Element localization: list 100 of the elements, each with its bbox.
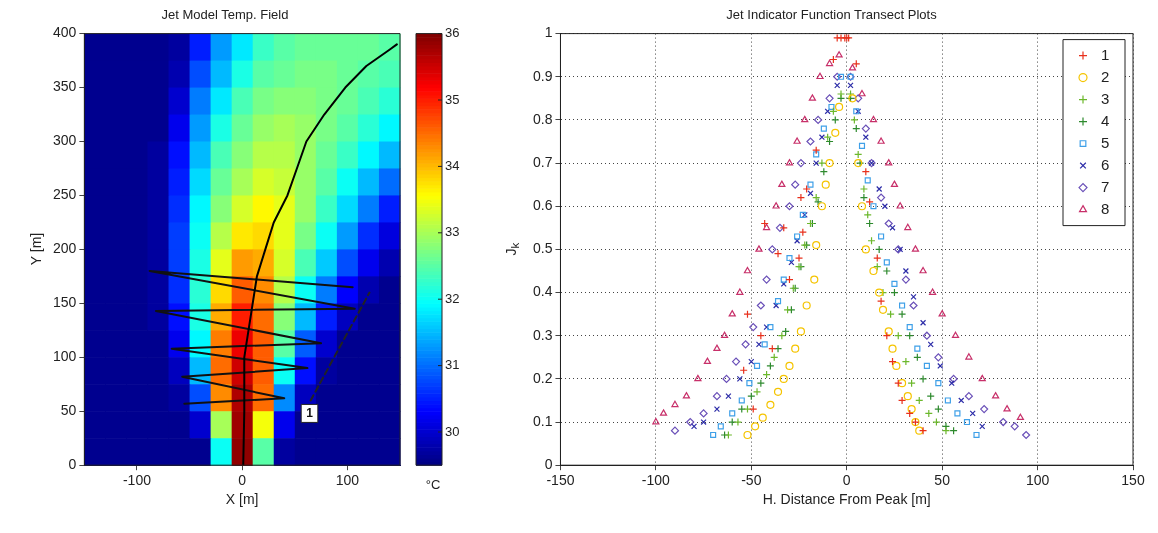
point [869,266,878,276]
point [965,353,973,360]
point [884,219,893,228]
point [883,259,890,266]
point [659,409,668,416]
point [808,94,817,101]
point [949,374,958,383]
point [884,327,893,336]
point [766,361,775,371]
point [938,310,946,317]
point [882,266,891,276]
point [796,193,806,202]
point [743,310,752,319]
point [700,418,707,426]
point [786,254,793,262]
point [918,426,928,435]
chart-title: Jet Indicator Function Transect Plots [726,7,938,23]
point [899,302,906,309]
color-bar-label: 31 [445,357,460,373]
point [892,361,901,371]
point [825,59,834,67]
point [737,404,746,414]
point [749,322,758,332]
y-tick-label: 0.3 [532,326,553,343]
point [806,137,815,146]
point [717,423,724,430]
point [914,345,921,352]
point [738,397,745,404]
point [1022,430,1031,440]
point [758,413,767,422]
y-tick-label: 400 [53,24,77,41]
point [834,82,841,89]
point [791,344,800,353]
point [1010,422,1019,431]
y-tick-label: 0.7 [532,153,553,170]
point [746,380,753,387]
point [766,400,775,409]
point [801,115,809,123]
point [794,253,804,263]
point [915,426,924,435]
point [796,327,806,336]
point [818,134,825,141]
point [890,180,899,188]
point [1016,413,1025,421]
point [810,275,819,284]
color-bar-label: 35 [445,91,460,107]
y-tick-label: 200 [53,240,77,257]
y-tick-label: 300 [53,132,77,149]
y-tick-label: 350 [53,78,77,95]
point [724,430,733,440]
point [772,202,780,209]
point [743,430,752,440]
y-tick-label: 0.5 [532,240,553,257]
point [720,331,729,339]
point [816,72,824,80]
point [756,301,765,310]
point [919,319,927,326]
point [796,158,806,168]
point [690,423,698,430]
point [802,184,811,194]
point [999,417,1008,427]
point [858,142,866,149]
point [785,202,794,211]
point [756,331,765,340]
point [937,362,944,370]
point [749,404,758,414]
x-tick-label: 100 [335,472,360,489]
legend-label: 6 [1101,155,1110,173]
point [699,409,708,418]
point [794,233,801,240]
point [798,228,807,237]
point [722,374,731,383]
y-tick-label: 0.8 [532,110,553,127]
color-bar-label: 30 [445,423,460,439]
point [870,203,877,210]
point [785,158,794,166]
point [775,223,785,232]
point [896,202,904,209]
point [751,422,760,431]
x-tick-label: 50 [934,472,951,489]
point [743,404,752,414]
point [814,197,823,207]
point [756,379,765,388]
point [878,305,888,314]
point [979,423,986,430]
y-tick-label: 0 [544,456,553,473]
y-axis-title: Y [m] [28,233,45,266]
point [973,431,980,439]
point [865,197,874,207]
point [752,387,762,396]
point [761,341,768,348]
point [969,410,976,417]
point [876,185,883,193]
point [728,310,736,317]
point [828,103,835,111]
point [713,344,721,352]
point [864,177,871,184]
point [958,397,965,404]
point [755,341,763,348]
color-bar-label: 36 [445,25,460,41]
